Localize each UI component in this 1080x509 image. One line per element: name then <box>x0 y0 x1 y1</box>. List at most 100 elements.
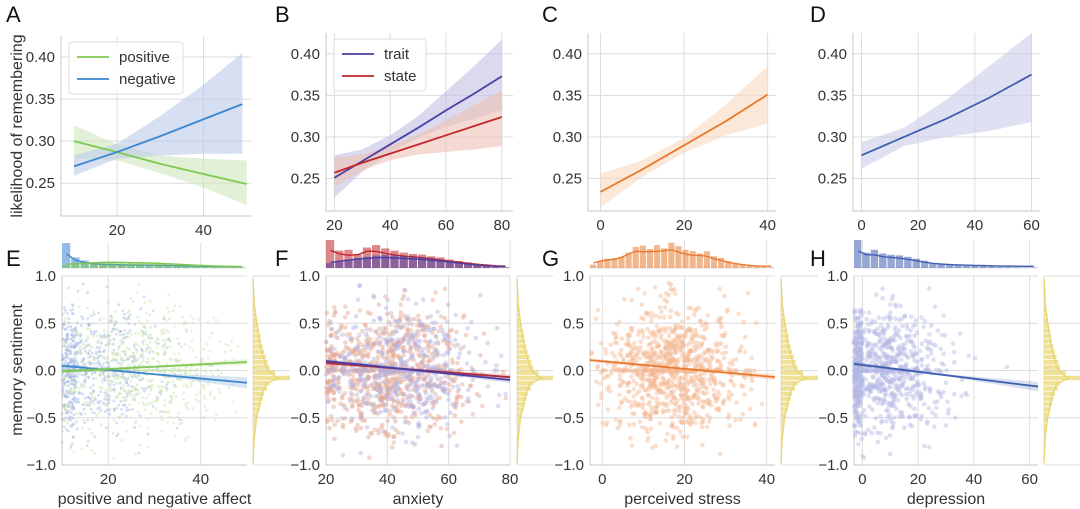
data-point <box>184 366 188 370</box>
data-point <box>399 409 404 415</box>
data-point <box>615 426 620 431</box>
data-point <box>107 333 111 337</box>
data-point <box>416 332 421 338</box>
data-point <box>159 410 162 414</box>
data-point <box>697 362 703 368</box>
data-point <box>673 338 678 344</box>
data-point <box>119 399 123 403</box>
data-point <box>635 332 641 337</box>
data-point <box>69 350 73 354</box>
data-point <box>857 327 863 333</box>
data-point <box>368 401 373 406</box>
data-point <box>648 329 653 335</box>
data-point <box>379 350 384 355</box>
data-point <box>692 332 697 338</box>
data-point <box>363 401 369 406</box>
data-point <box>138 319 142 323</box>
data-point <box>127 357 130 361</box>
marginal-bar <box>517 318 521 323</box>
data-point <box>74 326 78 329</box>
data-point <box>673 372 679 377</box>
data-point <box>355 297 361 303</box>
data-point <box>170 371 174 374</box>
data-point <box>82 419 85 422</box>
data-point <box>394 381 400 387</box>
data-point <box>107 375 111 378</box>
data-point <box>150 386 153 390</box>
data-point <box>151 309 155 313</box>
data-point <box>368 337 373 342</box>
data-point <box>114 381 117 385</box>
data-point <box>634 347 640 352</box>
data-point <box>183 342 187 346</box>
data-point <box>678 392 684 398</box>
data-point <box>142 325 146 329</box>
data-point <box>71 339 75 343</box>
data-point <box>97 360 100 363</box>
marginal-bar <box>381 255 390 268</box>
marginal-bar <box>253 318 258 323</box>
y-tick-label: 0.5 <box>563 315 584 332</box>
data-point <box>163 398 167 402</box>
y-tick-label: 0.5 <box>35 315 56 332</box>
data-point <box>908 376 914 381</box>
data-point <box>666 355 671 361</box>
data-point <box>485 384 491 389</box>
data-point <box>369 360 375 365</box>
data-point <box>115 434 119 438</box>
data-point <box>393 362 399 367</box>
data-point <box>368 393 374 399</box>
data-point <box>137 283 141 287</box>
data-point <box>421 363 427 369</box>
data-point <box>663 351 669 357</box>
data-point <box>683 374 689 380</box>
data-point <box>390 368 396 373</box>
data-point <box>663 408 669 414</box>
y-tick-label: −1.0 <box>290 457 320 474</box>
data-point <box>723 344 728 350</box>
data-point <box>92 451 96 455</box>
data-point <box>919 341 925 347</box>
data-point <box>112 457 115 460</box>
data-point <box>384 340 390 346</box>
fit-line-trait <box>325 360 511 381</box>
data-point <box>73 391 76 395</box>
data-point <box>385 418 391 424</box>
data-point <box>629 352 634 357</box>
data-point <box>408 317 414 323</box>
data-point <box>395 400 401 406</box>
data-point <box>700 404 705 409</box>
data-point <box>67 344 71 347</box>
data-point <box>61 358 65 362</box>
data-point <box>378 335 383 340</box>
data-point <box>922 318 928 324</box>
data-point <box>330 368 336 373</box>
data-point <box>71 405 75 409</box>
data-point <box>98 373 101 377</box>
data-point <box>70 312 74 315</box>
data-point <box>613 368 619 373</box>
data-point <box>66 325 70 329</box>
data-point <box>384 311 390 317</box>
data-point <box>108 408 112 412</box>
data-point <box>69 377 73 380</box>
data-point <box>389 386 395 392</box>
data-point <box>922 384 928 390</box>
data-point <box>681 351 687 357</box>
data-point <box>339 332 345 337</box>
data-point <box>122 388 126 392</box>
data-point <box>95 330 98 333</box>
data-point <box>343 357 348 363</box>
data-point <box>69 416 72 420</box>
data-point <box>120 361 123 365</box>
data-point <box>193 369 197 372</box>
data-point <box>693 330 699 336</box>
data-point <box>353 324 359 330</box>
data-point <box>431 382 437 388</box>
data-point <box>332 305 337 310</box>
data-point <box>617 351 623 357</box>
data-point <box>385 370 391 376</box>
data-point <box>131 389 135 392</box>
top-marginal-histogram <box>590 240 775 269</box>
data-point <box>421 383 427 389</box>
